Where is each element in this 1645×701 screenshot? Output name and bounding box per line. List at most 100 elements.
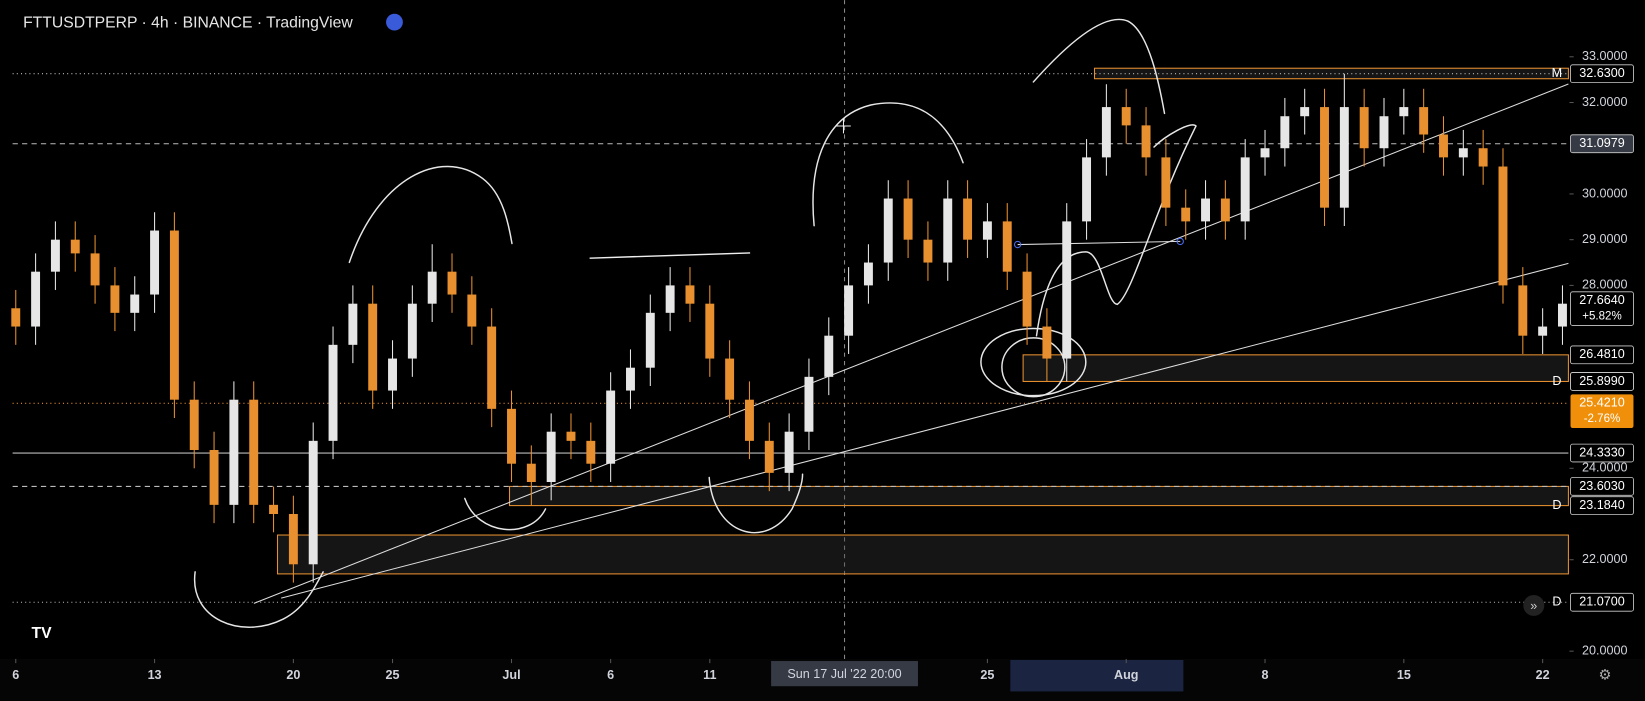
- zone: [1022, 354, 1569, 382]
- candle-body: [1478, 148, 1488, 167]
- x-tick-label: Aug: [1114, 668, 1138, 682]
- candle-body: [804, 376, 814, 432]
- candle-body: [368, 303, 378, 391]
- x-tick-label: Jul: [502, 668, 520, 682]
- candle-body: [1359, 107, 1369, 149]
- candle-body: [645, 312, 655, 368]
- freehand: [812, 102, 964, 227]
- candle-body: [507, 408, 516, 464]
- candle-body: [31, 271, 41, 327]
- candle-body: [764, 440, 774, 473]
- freehand: [464, 497, 547, 531]
- candle-body: [328, 344, 338, 441]
- price-label: 25.8990: [1579, 374, 1624, 388]
- price-label: 31.0979: [1579, 136, 1624, 150]
- crosshair-time-box: [771, 661, 918, 687]
- price-label-box: [1570, 443, 1634, 463]
- candle-body: [1498, 166, 1508, 286]
- candle-body: [90, 253, 100, 286]
- candle-body: [1082, 157, 1092, 222]
- candle-body: [1181, 207, 1191, 222]
- candle-body: [1022, 271, 1032, 327]
- trendline: [281, 262, 1569, 599]
- candle-body: [1201, 198, 1210, 222]
- candle-body: [269, 504, 279, 515]
- indicator-icon[interactable]: [386, 13, 403, 31]
- price-axis: [1569, 0, 1645, 659]
- y-tick-label: 29.0000: [1582, 232, 1627, 246]
- price-label: 32.6300: [1579, 66, 1624, 80]
- candle-body: [1101, 107, 1111, 158]
- candle-body: [1161, 157, 1171, 208]
- candle-body: [1062, 221, 1072, 359]
- candle-body: [308, 440, 318, 565]
- x-tick-label: 13: [148, 668, 162, 682]
- zone: [1093, 67, 1569, 80]
- candle-body: [744, 399, 754, 441]
- crosshair-time-label: Sun 17 Jul '22 20:00: [787, 667, 901, 681]
- price-label: 27.6640: [1579, 293, 1624, 307]
- candle-body: [1042, 326, 1052, 359]
- x-tick-label: 8: [1262, 668, 1269, 682]
- candle-body: [388, 358, 397, 391]
- price-label-box: [1570, 372, 1634, 391]
- candle-body: [209, 449, 219, 505]
- price-label: 25.4210: [1579, 396, 1624, 410]
- candle-body: [943, 198, 953, 263]
- y-tick-label: 33.0000: [1582, 49, 1627, 63]
- price-label: 26.4810: [1579, 347, 1624, 361]
- y-tick-label: 22.0000: [1582, 552, 1627, 566]
- candle-body: [150, 230, 160, 295]
- candle-body: [526, 463, 536, 482]
- freehand: [708, 473, 804, 534]
- freehand: [1001, 337, 1066, 398]
- scroll-button[interactable]: [1523, 594, 1545, 616]
- candle-body: [685, 285, 695, 304]
- y-tick-label: 24.0000: [1582, 461, 1627, 475]
- candle-body: [982, 221, 992, 240]
- price-flag: D: [1552, 498, 1561, 512]
- price-label: 23.1840: [1579, 498, 1624, 512]
- candle-body: [546, 431, 556, 482]
- candle-body: [487, 326, 497, 409]
- handle: [1176, 237, 1184, 246]
- y-tick-label: 32.0000: [1582, 95, 1627, 109]
- y-tick-label: 30.0000: [1582, 186, 1627, 200]
- price-label-box: [1570, 64, 1634, 84]
- candle-body: [189, 399, 199, 450]
- price-label-box: [1570, 291, 1634, 326]
- settings-icon[interactable]: ⚙: [1599, 668, 1612, 684]
- candle-body: [1141, 125, 1151, 158]
- price-change: +5.82%: [1582, 311, 1621, 323]
- candle-body: [1339, 107, 1349, 208]
- trendline: [253, 83, 1569, 604]
- price-label-box: [1570, 394, 1634, 428]
- candle-body: [1121, 107, 1131, 126]
- x-tick-label: 11: [703, 668, 716, 682]
- price-label: 21.0700: [1579, 595, 1624, 609]
- zones: [276, 67, 1569, 575]
- candle-body: [606, 390, 616, 464]
- freehand: [348, 165, 513, 264]
- scroll-icon[interactable]: »: [1530, 599, 1537, 613]
- x-tick-label: 22: [1536, 668, 1550, 682]
- price-flag: M: [1552, 66, 1562, 80]
- crosshair-cursor: [836, 118, 851, 134]
- candle-body: [1538, 326, 1548, 336]
- candle-body: [229, 399, 239, 505]
- x-tick-label: 25: [386, 668, 400, 682]
- candle-body: [1399, 107, 1409, 117]
- candles: [11, 73, 1567, 583]
- candle-body: [1300, 107, 1310, 117]
- candle-body: [1558, 303, 1567, 327]
- price-label-box: [1570, 477, 1634, 496]
- candle-body: [1320, 107, 1329, 208]
- candle-body: [1458, 148, 1468, 158]
- candle-body: [348, 303, 358, 345]
- price-change: -2.76%: [1584, 413, 1621, 425]
- axes: 20.0000 22.0000 24.0000 28.0000 29.0000 30.00…: [12, 49, 1634, 682]
- candle-body: [467, 294, 477, 327]
